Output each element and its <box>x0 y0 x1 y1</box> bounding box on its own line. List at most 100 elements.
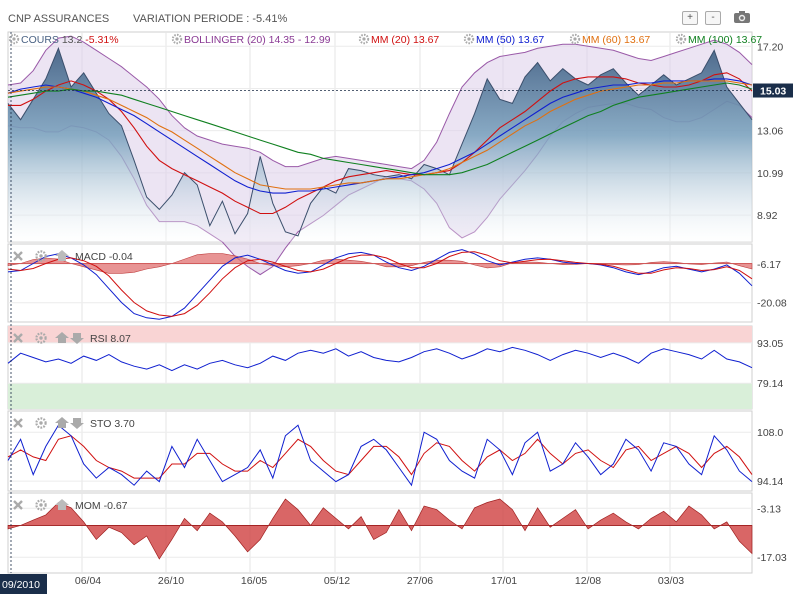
gear-icon[interactable] <box>35 250 47 262</box>
gear-teeth <box>171 33 183 45</box>
legend-value: 13.67 <box>413 34 439 46</box>
gear-teeth <box>675 33 687 45</box>
y-tick-label: 13.06 <box>757 126 783 138</box>
gear-icon[interactable] <box>35 499 47 511</box>
y-tick-label: -20.08 <box>757 298 787 310</box>
x-tick-label: 17/01 <box>491 575 517 587</box>
gear-teeth <box>35 499 47 511</box>
legend-item-cours[interactable]: COURS 13.2 -5.31% <box>8 33 119 46</box>
gear-icon[interactable] <box>569 33 581 45</box>
legend-value: 13.67 <box>518 34 544 46</box>
y-tick-label: 79.14 <box>757 378 783 390</box>
chart-title: CNP ASSURANCES <box>8 13 110 25</box>
zoom-out-button[interactable]: - <box>705 11 721 25</box>
gear-teeth <box>35 250 47 262</box>
gear-teeth <box>8 33 20 45</box>
close-icon[interactable] <box>13 418 23 428</box>
move-up-icon[interactable] <box>55 499 69 510</box>
last-value-text: 15.03 <box>760 86 786 98</box>
legend-item-mm-60[interactable]: MM (60) 13.67 <box>569 33 651 46</box>
move-up-icon[interactable] <box>55 250 69 261</box>
panel-value: -0.04 <box>109 251 133 263</box>
panel-value: -0.67 <box>104 500 128 512</box>
sto-d-line <box>7 435 753 479</box>
y-tick-label: 8.92 <box>757 210 778 222</box>
gear-teeth <box>463 33 475 45</box>
gear-icon[interactable] <box>35 417 47 429</box>
gear-icon[interactable] <box>675 33 687 45</box>
variation-label: VARIATION PERIODE : -5.41% <box>133 13 288 25</box>
zoom-in-button[interactable]: + <box>682 11 698 25</box>
legend-label: MM (20) 13.67 <box>371 34 439 46</box>
y-tick-label: -3.13 <box>757 503 781 515</box>
last-value-badge <box>753 83 793 98</box>
gear-icon[interactable] <box>8 33 20 45</box>
close-icon[interactable] <box>13 333 23 343</box>
move-down-icon[interactable] <box>70 418 84 429</box>
legend-value: 13.67 <box>736 34 762 46</box>
x-first-label-badge <box>0 574 47 594</box>
y-tick-label: 93.05 <box>757 338 783 350</box>
gear-hub <box>467 37 471 41</box>
rsi-overbought-zone <box>8 326 752 343</box>
gear-teeth <box>358 33 370 45</box>
panel-label: STO 3.70 <box>90 418 135 430</box>
close-stroke <box>13 500 23 510</box>
gear-teeth <box>35 417 47 429</box>
panel-value: 3.70 <box>114 418 135 430</box>
gear-hub <box>679 37 683 41</box>
gear-hub <box>573 37 577 41</box>
panel-sto <box>7 410 753 492</box>
y-tick-label: 94.14 <box>757 476 783 488</box>
series-mm-60 <box>7 80 753 190</box>
close-icon[interactable] <box>13 500 23 510</box>
close-stroke <box>13 251 23 261</box>
gear-hub <box>12 37 16 41</box>
legend-value: 14.35 - 12.99 <box>269 34 331 46</box>
legend-item-bollinger-20[interactable]: BOLLINGER (20) 14.35 - 12.99 <box>171 33 331 46</box>
x-tick-label: 05/12 <box>324 575 350 587</box>
series-mm-20 <box>8 72 753 215</box>
panel-header-mom: MOM -0.67 <box>13 499 128 512</box>
gear-hub <box>39 254 43 258</box>
panel-value: 8.07 <box>110 333 131 345</box>
x-tick-label: 27/06 <box>407 575 433 587</box>
close-stroke <box>13 418 23 428</box>
y-tick-label: -6.17 <box>757 259 781 271</box>
y-tick-label: 10.99 <box>757 168 783 180</box>
legend-item-mm-20[interactable]: MM (20) 13.67 <box>358 33 440 46</box>
legend-value: 13.2 <box>62 34 83 46</box>
gear-hub <box>39 503 43 507</box>
camera-icon[interactable] <box>733 10 751 24</box>
sto-k-line <box>7 424 753 487</box>
close-stroke <box>13 333 23 343</box>
gear-icon[interactable] <box>171 33 183 45</box>
gear-hub <box>39 336 43 340</box>
legend-item-mm-100[interactable]: MM (100) 13.67 <box>675 33 762 46</box>
panel-header-macd: MACD -0.04 <box>13 250 133 263</box>
move-down-icon[interactable] <box>70 333 84 344</box>
move-up-icon[interactable] <box>55 332 69 343</box>
gear-icon[interactable] <box>463 33 475 45</box>
rsi-line <box>7 346 753 372</box>
rsi-oversold-zone <box>8 383 752 409</box>
x-first-label: 09/2010 <box>2 579 40 591</box>
move-up-icon[interactable] <box>55 417 69 428</box>
legend-change: -5.31% <box>85 34 118 46</box>
gear-teeth <box>569 33 581 45</box>
y-tick-label: 108.0 <box>757 427 783 439</box>
panel-header-rsi: RSI 8.07 <box>13 332 131 345</box>
legend-item-mm-50[interactable]: MM (50) 13.67 <box>463 33 545 46</box>
y-tick-label: -17.03 <box>757 552 787 564</box>
panel-label: MACD -0.04 <box>75 251 133 263</box>
x-tick-label: 12/08 <box>575 575 601 587</box>
gear-hub <box>175 37 179 41</box>
legend-label: COURS 13.2 -5.31% <box>21 34 119 46</box>
close-icon[interactable] <box>13 251 23 261</box>
gear-icon[interactable] <box>358 33 370 45</box>
macd-signal-line <box>7 251 753 317</box>
x-tick-label: 16/05 <box>241 575 267 587</box>
gear-hub <box>39 421 43 425</box>
gear-icon[interactable] <box>35 332 47 344</box>
